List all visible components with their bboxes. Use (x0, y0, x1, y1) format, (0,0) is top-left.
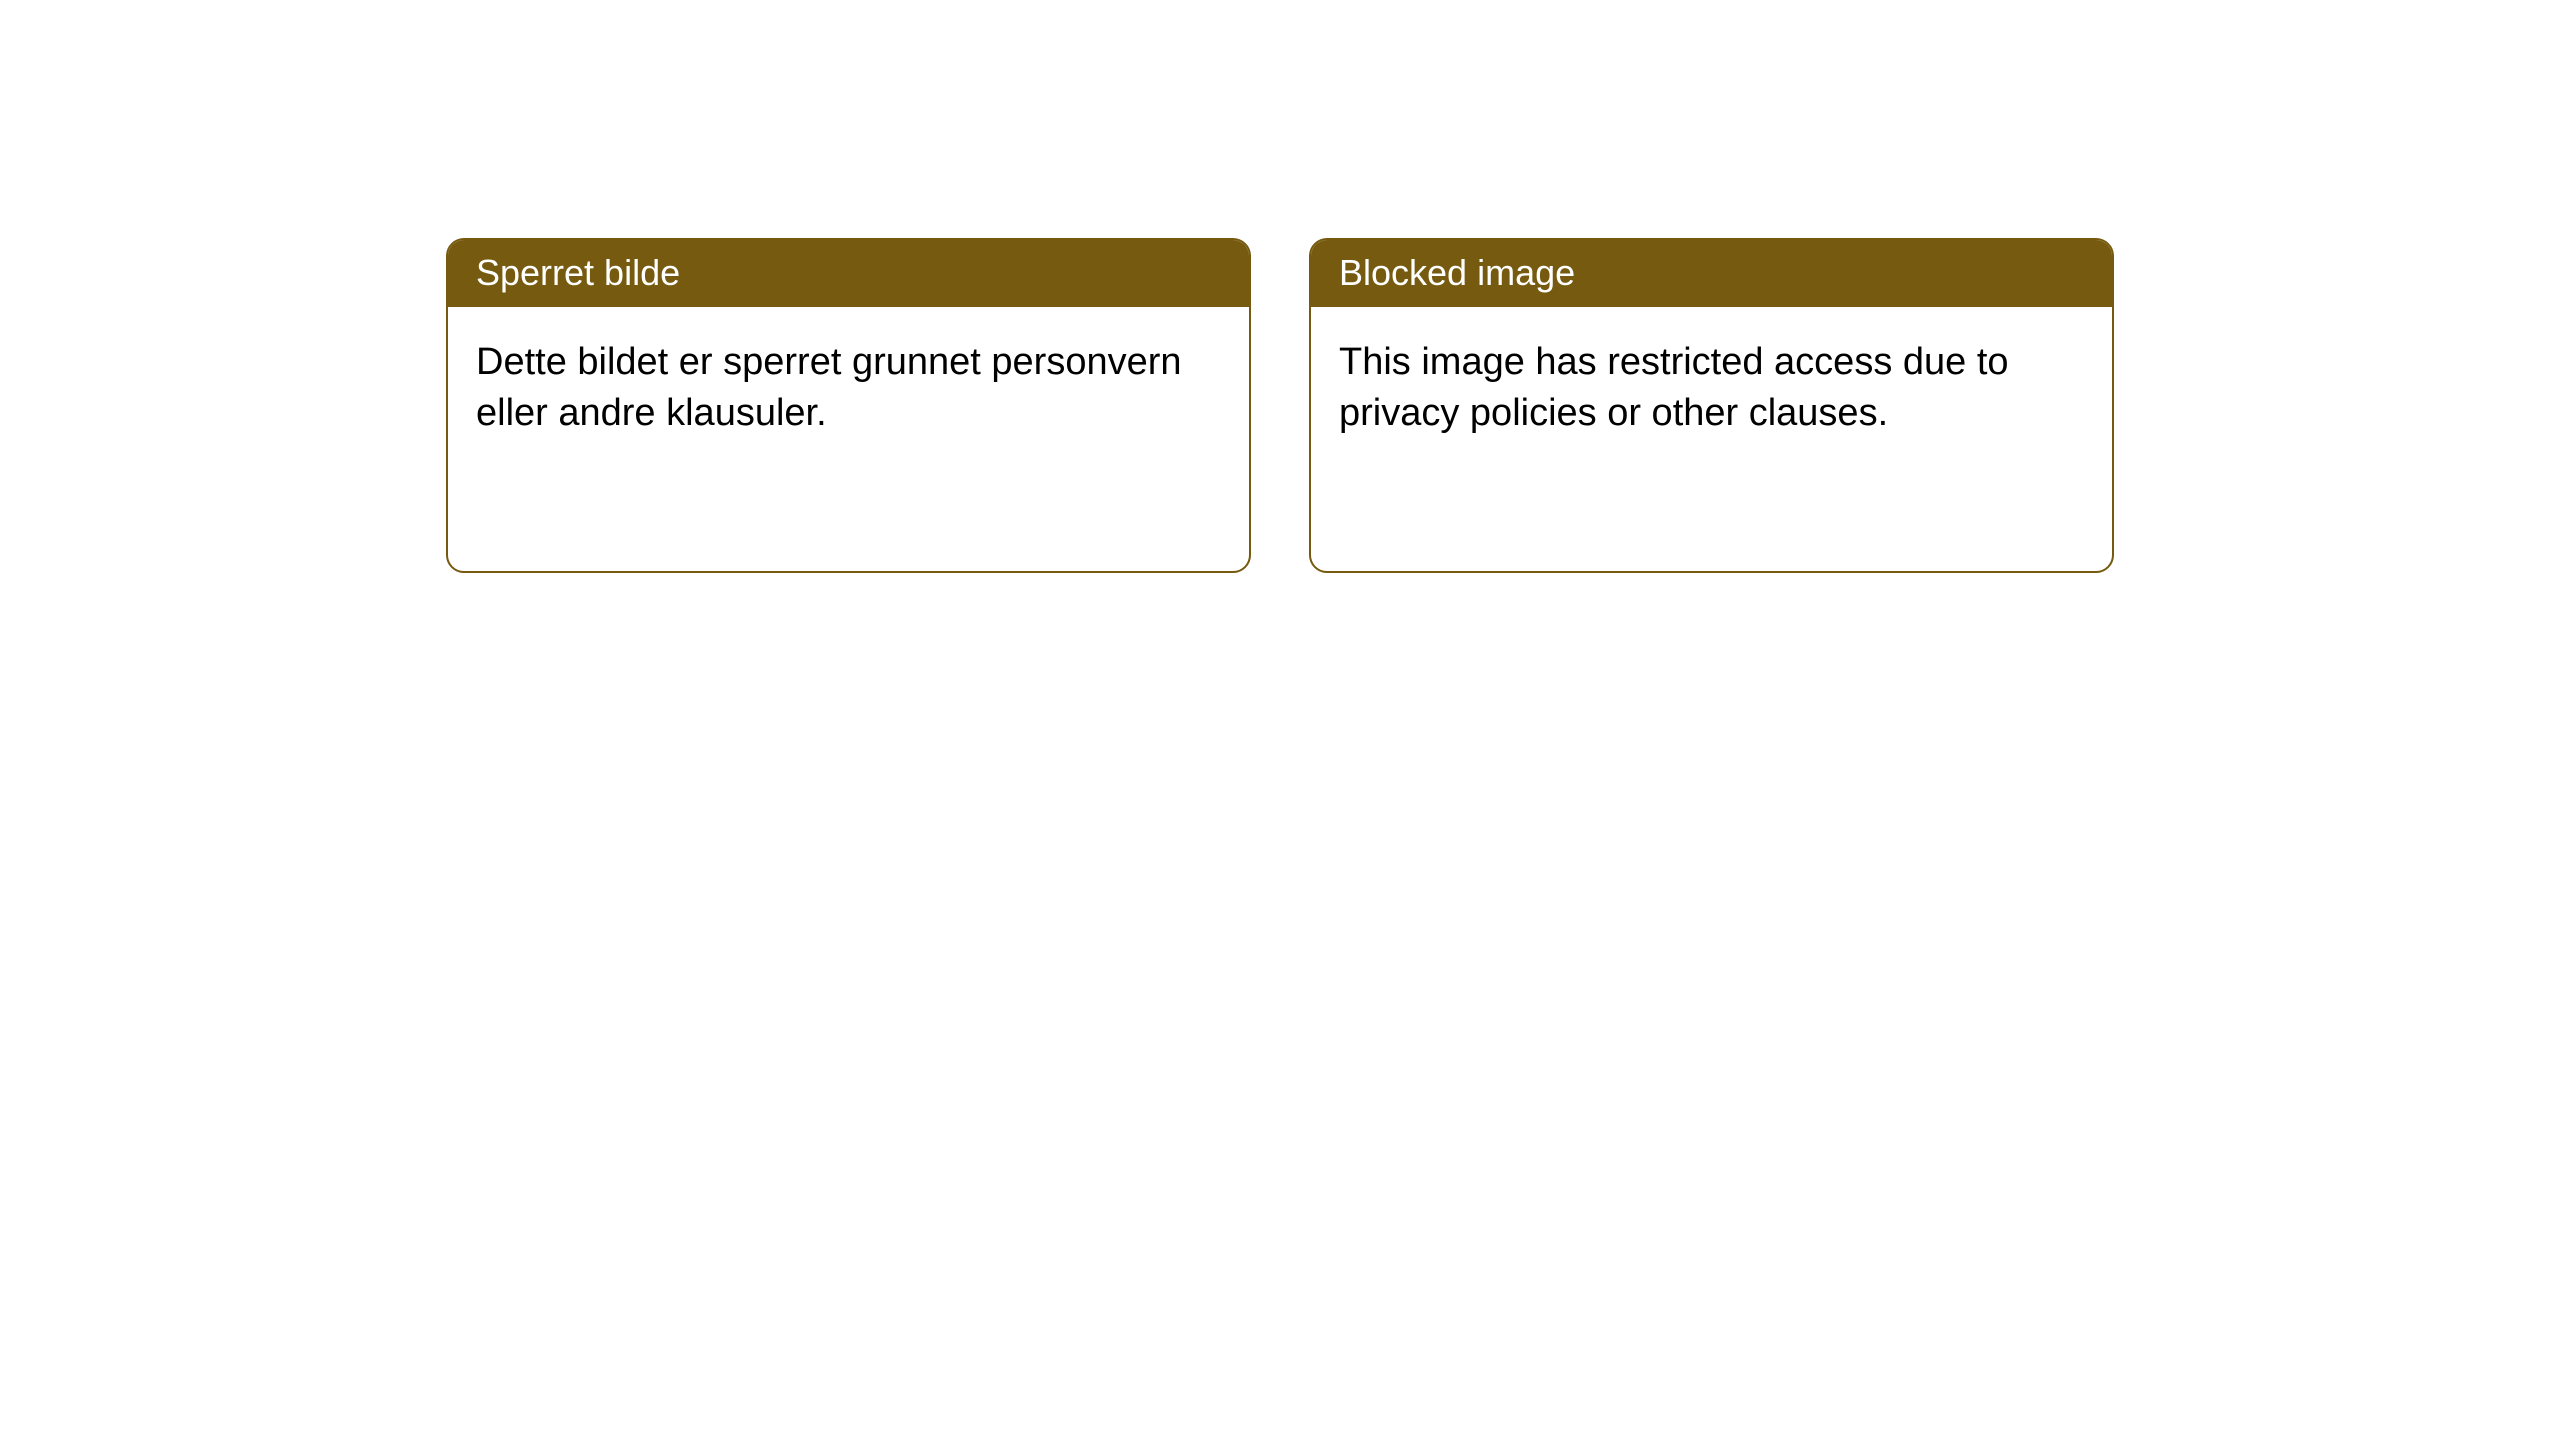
card-body: Dette bildet er sperret grunnet personve… (448, 307, 1249, 470)
notice-card-norwegian: Sperret bilde Dette bildet er sperret gr… (446, 238, 1251, 573)
card-body: This image has restricted access due to … (1311, 307, 2112, 470)
notice-card-english: Blocked image This image has restricted … (1309, 238, 2114, 573)
notice-container: Sperret bilde Dette bildet er sperret gr… (0, 0, 2560, 573)
card-title: Blocked image (1311, 240, 2112, 307)
card-title: Sperret bilde (448, 240, 1249, 307)
